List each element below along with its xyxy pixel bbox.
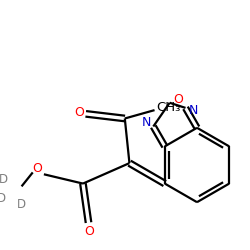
Text: O: O bbox=[84, 224, 94, 237]
Text: N: N bbox=[142, 116, 152, 129]
Text: O: O bbox=[74, 106, 84, 120]
Text: O: O bbox=[32, 162, 42, 175]
Text: D: D bbox=[17, 198, 26, 210]
Text: O: O bbox=[173, 94, 183, 106]
Text: D: D bbox=[0, 192, 6, 205]
Text: D: D bbox=[0, 173, 8, 186]
Text: N: N bbox=[188, 104, 198, 117]
Text: CH₃: CH₃ bbox=[156, 101, 181, 114]
